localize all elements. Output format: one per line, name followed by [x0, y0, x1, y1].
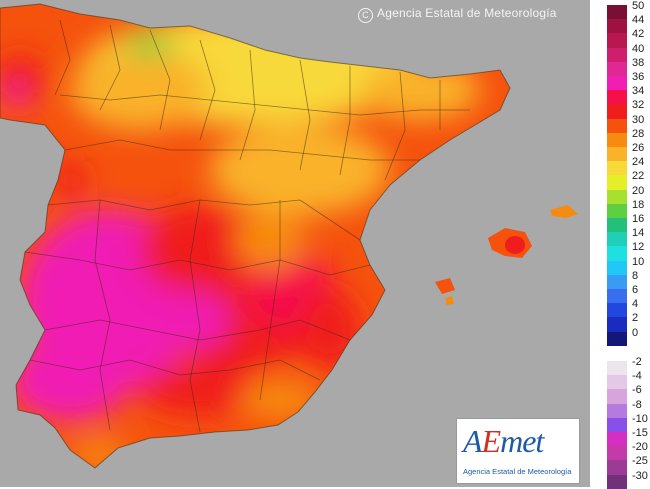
legend-positive-label: 20 [632, 184, 645, 197]
legend-positive-swatch [607, 104, 627, 120]
spain-mainland [0, 4, 510, 468]
legend-negative-label: -4 [632, 370, 642, 383]
legend-positive-label: 26 [632, 142, 645, 154]
temperature-map: C Agencia Estatal de Meteorología AEmet A… [0, 0, 590, 487]
legend-positive-label: 36 [632, 71, 645, 83]
legend-positive-swatch [607, 76, 627, 91]
legend-positive-label: 6 [632, 284, 639, 296]
legend-positive-label: 34 [632, 85, 645, 98]
legend-negative-swatch [607, 389, 627, 405]
legend-negative-label: -15 [632, 427, 648, 439]
legend-positive-label: 24 [632, 156, 645, 169]
legend-positive-swatch [607, 132, 627, 148]
legend-positive-swatch [607, 118, 627, 134]
legend-positive-swatch [607, 203, 627, 219]
logo-mark-a: A [463, 423, 483, 459]
balearic-islands [435, 205, 578, 305]
legend-positive-label: 14 [632, 227, 645, 240]
legend-negative-label: -20 [632, 441, 648, 454]
legend-positive-label: 22 [632, 170, 645, 183]
legend-positive-swatch [607, 331, 627, 347]
legend-positive-swatch [607, 246, 627, 262]
province-borders [0, 3, 511, 469]
legend-negative-label: -2 [632, 356, 642, 368]
legend-positive-swatch [607, 175, 627, 191]
legend-positive-label: 18 [632, 198, 645, 211]
legend-positive-swatch [607, 61, 627, 77]
aemet-logo: AEmet Agencia Estatal de Meteorología [456, 418, 580, 484]
legend-negative-swatch [607, 446, 627, 461]
legend-positive-label: 0 [632, 326, 639, 339]
legend-positive-label: 12 [632, 241, 645, 254]
legend-negative-swatch [607, 403, 627, 419]
legend-positive-swatch [607, 260, 627, 276]
logo-subtitle: Agencia Estatal de Meteorología [463, 467, 572, 476]
legend-negative-swatch [607, 361, 627, 376]
legend-positive-label: 8 [632, 269, 639, 282]
legend-negative-swatch [607, 417, 627, 433]
legend-negative-swatch [607, 460, 627, 476]
legend-negative-swatch [607, 375, 627, 390]
copyright-text: Agencia Estatal de Meteorología [377, 6, 557, 20]
logo-mark: AEmet [463, 423, 544, 460]
legend-negative-label: -10 [632, 412, 648, 425]
legend-negative-label: -30 [632, 469, 648, 482]
legend-positive-label: 38 [632, 56, 645, 69]
legend-positive-label: 10 [632, 255, 645, 268]
legend-negative-label: -25 [632, 455, 648, 468]
legend-positive-swatch [607, 33, 627, 49]
legend-negative-label: -8 [632, 398, 642, 411]
legend-positive-swatch [607, 189, 627, 205]
legend-positive-swatch [607, 289, 627, 304]
legend-positive-swatch [607, 303, 627, 318]
legend-positive-swatch [607, 161, 627, 176]
legend-positive-swatch [607, 274, 627, 290]
legend-positive-swatch [607, 47, 627, 63]
legend-positive-label: 42 [632, 28, 645, 41]
legend-positive-label: 4 [632, 298, 639, 311]
legend-positive-label: 40 [632, 42, 645, 55]
legend-positive-label: 16 [632, 213, 645, 225]
legend-negative-swatch [607, 432, 627, 447]
legend-positive-swatch [607, 218, 627, 233]
legend-positive-swatch [607, 232, 627, 247]
legend-positive-label: 44 [632, 14, 645, 27]
legend-positive-swatch [607, 5, 627, 20]
legend-negative-swatch [607, 474, 627, 489]
legend-positive-swatch [607, 317, 627, 333]
map-graphic [0, 3, 578, 469]
copyright-notice: C Agencia Estatal de Meteorología [358, 6, 557, 23]
legend-positive-label: 28 [632, 127, 645, 140]
legend-positive-swatch [607, 19, 627, 34]
legend-positive-label: 50 [632, 0, 645, 12]
legend-positive-swatch [607, 90, 627, 105]
legend-negative-label: -6 [632, 384, 642, 397]
legend-positive-label: 32 [632, 99, 645, 112]
legend-positive-swatch [607, 147, 627, 162]
logo-mark-rest: met [500, 423, 544, 459]
legend-positive-label: 30 [632, 113, 645, 126]
copyright-icon: C [358, 8, 373, 23]
legend-positive-label: 2 [632, 312, 639, 325]
logo-mark-e: E [481, 423, 502, 459]
